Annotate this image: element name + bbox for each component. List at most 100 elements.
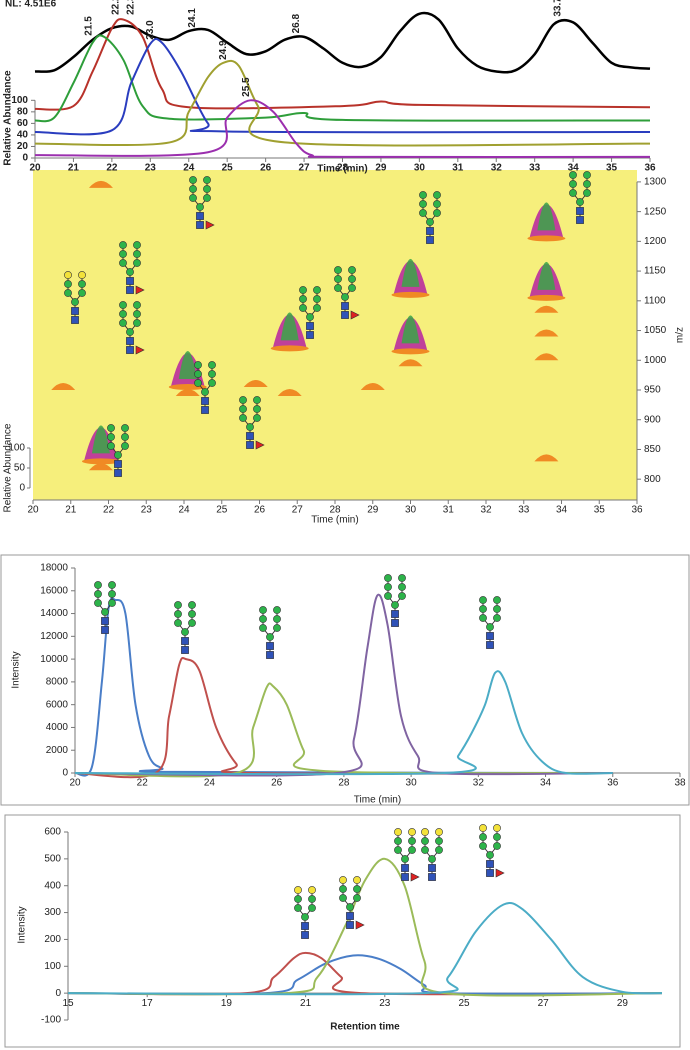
y-axis-label: Intensity: [11, 651, 22, 688]
x-tick-label: 23: [379, 998, 391, 1009]
glycan-hexose: [313, 286, 321, 294]
glycan-hexnac: [266, 642, 274, 650]
glycan-hexnac: [428, 873, 436, 881]
x-tick-label: 35: [606, 163, 618, 174]
x-tick-label: 32: [491, 163, 503, 174]
glycan-hexose: [208, 361, 216, 369]
glycan-hexose: [394, 846, 402, 854]
glycan-hexnac: [101, 626, 109, 634]
x-tick-label: 28: [338, 778, 350, 789]
x-tick-label: 29: [367, 505, 379, 516]
y-tick-label: 1150: [644, 266, 666, 277]
glycan-hexose: [273, 606, 281, 614]
glycan-fucose: [135, 345, 145, 355]
y-tick-label: 4000: [46, 722, 69, 733]
glycan-hexnac: [391, 619, 399, 627]
glycan-hexnac: [301, 922, 309, 930]
x-tick-label: 31: [443, 505, 455, 516]
x-tick-label: 30: [414, 163, 426, 174]
glycan-hexose: [334, 284, 342, 292]
glycan-hexose: [194, 361, 202, 369]
glycan-icon: [107, 424, 129, 477]
glycan-hexose: [433, 209, 441, 217]
glycan-icon: [339, 876, 365, 930]
minor-blob: [51, 383, 76, 390]
glycan-hexnac: [341, 311, 349, 319]
x-axis-label: Time (min): [354, 795, 401, 806]
glycan-hexose: [419, 200, 427, 208]
glycan-hexnac: [486, 860, 494, 868]
x-tick-label: 36: [631, 505, 643, 516]
glycan-icon: [384, 574, 406, 627]
line-series: [67, 954, 663, 996]
minor-blob: [88, 463, 113, 471]
glycan-hexnac: [401, 864, 409, 872]
glycan-hexnac: [114, 460, 122, 468]
glycan-hexose: [259, 615, 267, 623]
glycan-hexose: [189, 194, 197, 202]
glycan-hexose: [121, 442, 129, 450]
glycan-hexose: [101, 608, 109, 616]
glycan-hexose: [339, 885, 347, 893]
glycan-hexose: [479, 833, 487, 841]
y-tick-label: 60: [17, 118, 29, 129]
glycan-hexose: [493, 614, 501, 622]
glycan-hexose: [107, 424, 115, 432]
y-tick-label: 950: [644, 385, 661, 396]
x-tick-label: 32: [480, 505, 492, 516]
glycan-fucose: [255, 440, 265, 450]
glycan-hexose: [259, 624, 267, 632]
glycan-hexose: [353, 876, 361, 884]
peak-label: 23.0: [145, 20, 156, 40]
glycan-hexnac: [306, 331, 314, 339]
peak-label: 24.9: [218, 40, 229, 60]
minor-blob: [277, 388, 302, 396]
x-tick-label: 27: [538, 998, 550, 1009]
y-tick-label: 10000: [40, 654, 68, 665]
glycan-hexnac: [426, 236, 434, 244]
glycan-hexnac: [196, 221, 204, 229]
glycan-hexose: [294, 904, 302, 912]
glycan-hexose: [64, 280, 72, 288]
glycan-hexose: [583, 180, 591, 188]
glycan-hexose: [133, 241, 141, 249]
glycan-hexnac: [126, 286, 134, 294]
glycan-hexose: [346, 903, 354, 911]
glycan-hexose: [78, 271, 86, 279]
glycan-hexose: [313, 295, 321, 303]
glycan-hexnac: [346, 921, 354, 929]
glycan-icon: [189, 176, 215, 230]
x-tick-label: 26: [260, 163, 272, 174]
x-tick-label: 22: [106, 163, 118, 174]
x-tick-label: 35: [594, 505, 606, 516]
inset-label: Relative Abundance: [3, 423, 14, 512]
glycan-hexose: [196, 203, 204, 211]
y-tick-label: 1100: [644, 295, 666, 306]
x-tick-label: 25: [216, 505, 228, 516]
glycan-hexose: [435, 837, 443, 845]
blob-highlight: [537, 202, 556, 231]
glycan-hexose: [121, 433, 129, 441]
glycan-hexose: [308, 904, 316, 912]
line-series: [74, 597, 613, 777]
glycan-icon: [194, 361, 216, 414]
glycan-hexose: [194, 370, 202, 378]
y-axis-label: Relative Abundance: [3, 70, 14, 166]
glycan-hexose: [308, 895, 316, 903]
y-tick-label: 1000: [644, 355, 667, 366]
x-tick-label: 20: [27, 505, 39, 516]
x-tick-label: 24: [204, 778, 216, 789]
glycan-hexose: [433, 191, 441, 199]
blob-highlight: [178, 351, 197, 380]
y-axis-label: m/z: [675, 327, 686, 343]
glycan-hexose: [133, 259, 141, 267]
glycan-hexose: [266, 633, 274, 641]
line-series: [67, 902, 663, 996]
peak-label: 25.5: [241, 77, 252, 97]
glycan-hexose: [71, 298, 79, 306]
glycan-icon: [334, 266, 360, 320]
x-tick-label: 30: [406, 778, 418, 789]
glycan-hexose: [479, 596, 487, 604]
x-tick-label: 24: [178, 505, 190, 516]
